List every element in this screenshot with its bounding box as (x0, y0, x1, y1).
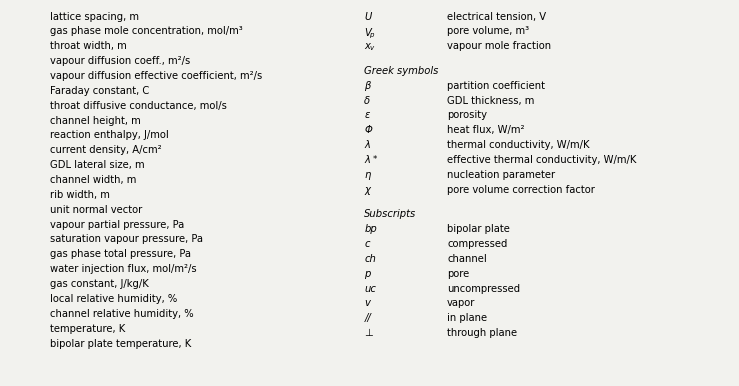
Text: in plane: in plane (447, 313, 487, 323)
Text: local relative humidity, %: local relative humidity, % (50, 294, 177, 304)
Text: channel: channel (447, 254, 487, 264)
Text: Faraday constant, C: Faraday constant, C (50, 86, 149, 96)
Text: ⊥: ⊥ (364, 328, 373, 338)
Text: channel width, m: channel width, m (50, 175, 137, 185)
Text: saturation vapour pressure, Pa: saturation vapour pressure, Pa (50, 234, 203, 244)
Text: U: U (364, 12, 372, 22)
Text: bp: bp (364, 224, 377, 234)
Text: temperature, K: temperature, K (50, 323, 126, 334)
Text: pore volume, m³: pore volume, m³ (447, 26, 529, 36)
Text: gas phase total pressure, Pa: gas phase total pressure, Pa (50, 249, 191, 259)
Text: thermal conductivity, W/m/K: thermal conductivity, W/m/K (447, 140, 590, 150)
Text: channel relative humidity, %: channel relative humidity, % (50, 309, 194, 319)
Text: channel height, m: channel height, m (50, 116, 141, 125)
Text: χ: χ (364, 185, 370, 195)
Text: GDL thickness, m: GDL thickness, m (447, 95, 534, 105)
Text: v: v (364, 298, 370, 308)
Text: uc: uc (364, 283, 376, 293)
Text: water injection flux, mol/m²/s: water injection flux, mol/m²/s (50, 264, 197, 274)
Text: vapour partial pressure, Pa: vapour partial pressure, Pa (50, 220, 185, 230)
Text: η: η (364, 170, 371, 180)
Text: compressed: compressed (447, 239, 508, 249)
Text: Subscripts: Subscripts (364, 209, 417, 219)
Text: β: β (364, 81, 371, 91)
Text: δ: δ (364, 95, 370, 105)
Text: Φ: Φ (364, 125, 372, 135)
Text: heat flux, W/m²: heat flux, W/m² (447, 125, 525, 135)
Text: $x_{\!v}$: $x_{\!v}$ (364, 41, 375, 53)
Text: vapour diffusion coeff., m²/s: vapour diffusion coeff., m²/s (50, 56, 191, 66)
Text: current density, A/cm²: current density, A/cm² (50, 145, 162, 155)
Text: //: // (364, 313, 371, 323)
Text: rib width, m: rib width, m (50, 190, 110, 200)
Text: unit normal vector: unit normal vector (50, 205, 143, 215)
Text: effective thermal conductivity, W/m/K: effective thermal conductivity, W/m/K (447, 155, 636, 165)
Text: partition coefficient: partition coefficient (447, 81, 545, 91)
Text: electrical tension, V: electrical tension, V (447, 12, 546, 22)
Text: vapour diffusion effective coefficient, m²/s: vapour diffusion effective coefficient, … (50, 71, 262, 81)
Text: vapour mole fraction: vapour mole fraction (447, 41, 551, 51)
Text: pore: pore (447, 269, 469, 279)
Text: GDL lateral size, m: GDL lateral size, m (50, 160, 145, 170)
Text: vapor: vapor (447, 298, 475, 308)
Text: *: * (373, 155, 378, 164)
Text: bipolar plate: bipolar plate (447, 224, 510, 234)
Text: nucleation parameter: nucleation parameter (447, 170, 555, 180)
Text: throat diffusive conductance, mol/s: throat diffusive conductance, mol/s (50, 101, 227, 111)
Text: p: p (364, 269, 371, 279)
Text: ch: ch (364, 254, 376, 264)
Text: porosity: porosity (447, 110, 487, 120)
Text: $V_{\!p}$: $V_{\!p}$ (364, 26, 376, 41)
Text: reaction enthalpy, J/mol: reaction enthalpy, J/mol (50, 130, 169, 141)
Text: ε: ε (364, 110, 370, 120)
Text: throat width, m: throat width, m (50, 41, 127, 51)
Text: pore volume correction factor: pore volume correction factor (447, 185, 595, 195)
Text: c: c (364, 239, 370, 249)
Text: bipolar plate temperature, K: bipolar plate temperature, K (50, 339, 191, 349)
Text: uncompressed: uncompressed (447, 283, 520, 293)
Text: λ: λ (364, 140, 370, 150)
Text: Greek symbols: Greek symbols (364, 66, 439, 76)
Text: gas constant, J/kg/K: gas constant, J/kg/K (50, 279, 149, 289)
Text: lattice spacing, m: lattice spacing, m (50, 12, 139, 22)
Text: gas phase mole concentration, mol/m³: gas phase mole concentration, mol/m³ (50, 26, 243, 36)
Text: λ: λ (364, 155, 370, 165)
Text: through plane: through plane (447, 328, 517, 338)
